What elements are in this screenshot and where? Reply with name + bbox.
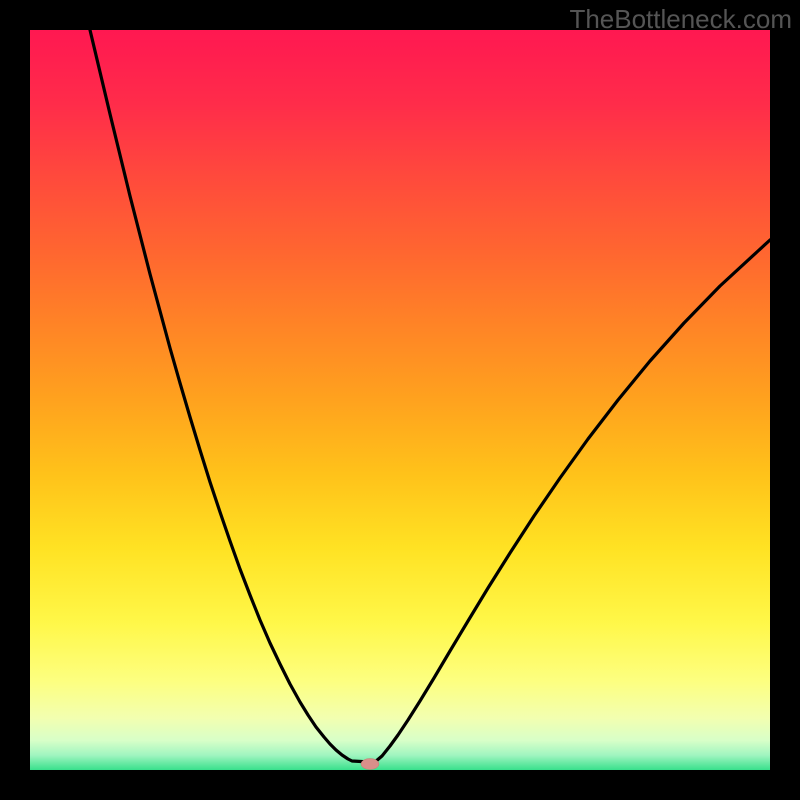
- chart-svg: [0, 0, 800, 800]
- bottleneck-chart: TheBottleneck.com: [0, 0, 800, 800]
- chart-background-gradient: [30, 30, 770, 770]
- optimal-point-marker: [361, 759, 379, 770]
